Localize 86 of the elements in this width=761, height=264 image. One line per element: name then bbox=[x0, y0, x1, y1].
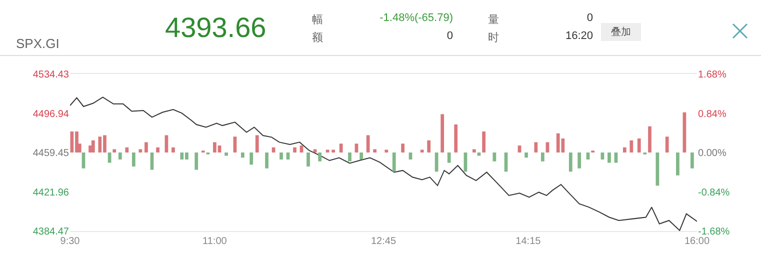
bar bbox=[348, 152, 352, 162]
x-tick-label: 9:30 bbox=[60, 236, 80, 247]
y2-tick-label: -1.68% bbox=[698, 226, 730, 238]
text: 16:20 bbox=[565, 30, 593, 42]
y2-tick-label: 0.00% bbox=[698, 148, 726, 159]
bar bbox=[477, 152, 481, 156]
bar bbox=[676, 152, 680, 176]
bar bbox=[534, 142, 538, 152]
bar bbox=[255, 135, 259, 152]
bar bbox=[492, 152, 496, 162]
bar bbox=[578, 152, 581, 168]
bar bbox=[440, 114, 444, 152]
bar bbox=[172, 147, 175, 152]
bar bbox=[401, 144, 404, 152]
bar bbox=[318, 152, 322, 162]
bar bbox=[112, 149, 116, 152]
y2-tick-label: 0.84% bbox=[698, 108, 726, 120]
bar bbox=[306, 152, 310, 167]
text: 4393.66 bbox=[165, 12, 266, 44]
y2-tick-label: 1.68% bbox=[698, 70, 726, 80]
bar bbox=[472, 149, 476, 152]
bar bbox=[568, 152, 572, 172]
x-tick-label: 14:15 bbox=[516, 236, 542, 247]
text: 时 bbox=[488, 31, 499, 45]
bar bbox=[150, 152, 154, 170]
bar bbox=[392, 152, 396, 172]
text: 额 bbox=[312, 30, 323, 45]
y2-tick-label: -0.84% bbox=[698, 187, 730, 198]
bar bbox=[540, 152, 544, 162]
bar bbox=[313, 149, 317, 152]
bar bbox=[108, 152, 112, 163]
bar bbox=[637, 138, 641, 152]
text: 0 bbox=[446, 30, 453, 42]
bar bbox=[420, 150, 424, 152]
y-tick-label: 4421.96 bbox=[32, 187, 70, 198]
bar bbox=[366, 135, 370, 152]
bar bbox=[373, 149, 377, 152]
bar bbox=[265, 152, 268, 168]
bar bbox=[326, 150, 330, 152]
bar bbox=[125, 147, 129, 152]
bar bbox=[614, 152, 618, 163]
bar bbox=[91, 140, 95, 152]
bar bbox=[138, 149, 142, 152]
text: 幅 bbox=[312, 13, 323, 27]
bar bbox=[360, 152, 363, 160]
y-tick-label: 4534.43 bbox=[32, 70, 70, 80]
overlay-button[interactable]: 叠加 bbox=[601, 23, 641, 41]
bar bbox=[690, 152, 694, 168]
bar bbox=[339, 144, 343, 152]
bar bbox=[524, 152, 528, 158]
bar bbox=[194, 152, 198, 170]
bar bbox=[82, 152, 86, 168]
y-tick-label: 4459.45 bbox=[32, 148, 70, 159]
bar bbox=[622, 147, 626, 152]
x-tick-label: 11:00 bbox=[202, 236, 228, 247]
bar bbox=[164, 135, 168, 152]
text: 0 bbox=[586, 12, 593, 24]
bar bbox=[332, 150, 336, 152]
bar bbox=[280, 152, 283, 160]
text: 量 bbox=[488, 13, 499, 27]
bar bbox=[118, 152, 122, 160]
y-tick-label: 4496.94 bbox=[32, 108, 70, 120]
bar bbox=[250, 152, 254, 165]
bar bbox=[144, 142, 148, 152]
bar bbox=[665, 136, 669, 152]
bar bbox=[608, 152, 611, 163]
bar bbox=[354, 144, 358, 152]
chart-subtitle: SPX.GI bbox=[16, 36, 60, 51]
bar bbox=[240, 152, 244, 158]
bar bbox=[427, 140, 431, 152]
bar bbox=[546, 142, 550, 152]
bar bbox=[454, 124, 458, 152]
x-tick-label: 16:00 bbox=[684, 236, 710, 247]
bar bbox=[482, 131, 486, 152]
bar bbox=[384, 150, 388, 152]
bar bbox=[648, 126, 652, 152]
bar bbox=[447, 152, 451, 163]
bar bbox=[132, 152, 136, 167]
bar bbox=[630, 140, 634, 152]
bar bbox=[224, 152, 228, 156]
y-tick-label: 4384.47 bbox=[32, 226, 70, 238]
bar bbox=[293, 147, 296, 152]
x-tick-label: 12:45 bbox=[370, 236, 396, 247]
bar bbox=[156, 147, 160, 152]
line-series bbox=[70, 96, 697, 231]
text: -1.48%(-65.79) bbox=[380, 12, 453, 24]
